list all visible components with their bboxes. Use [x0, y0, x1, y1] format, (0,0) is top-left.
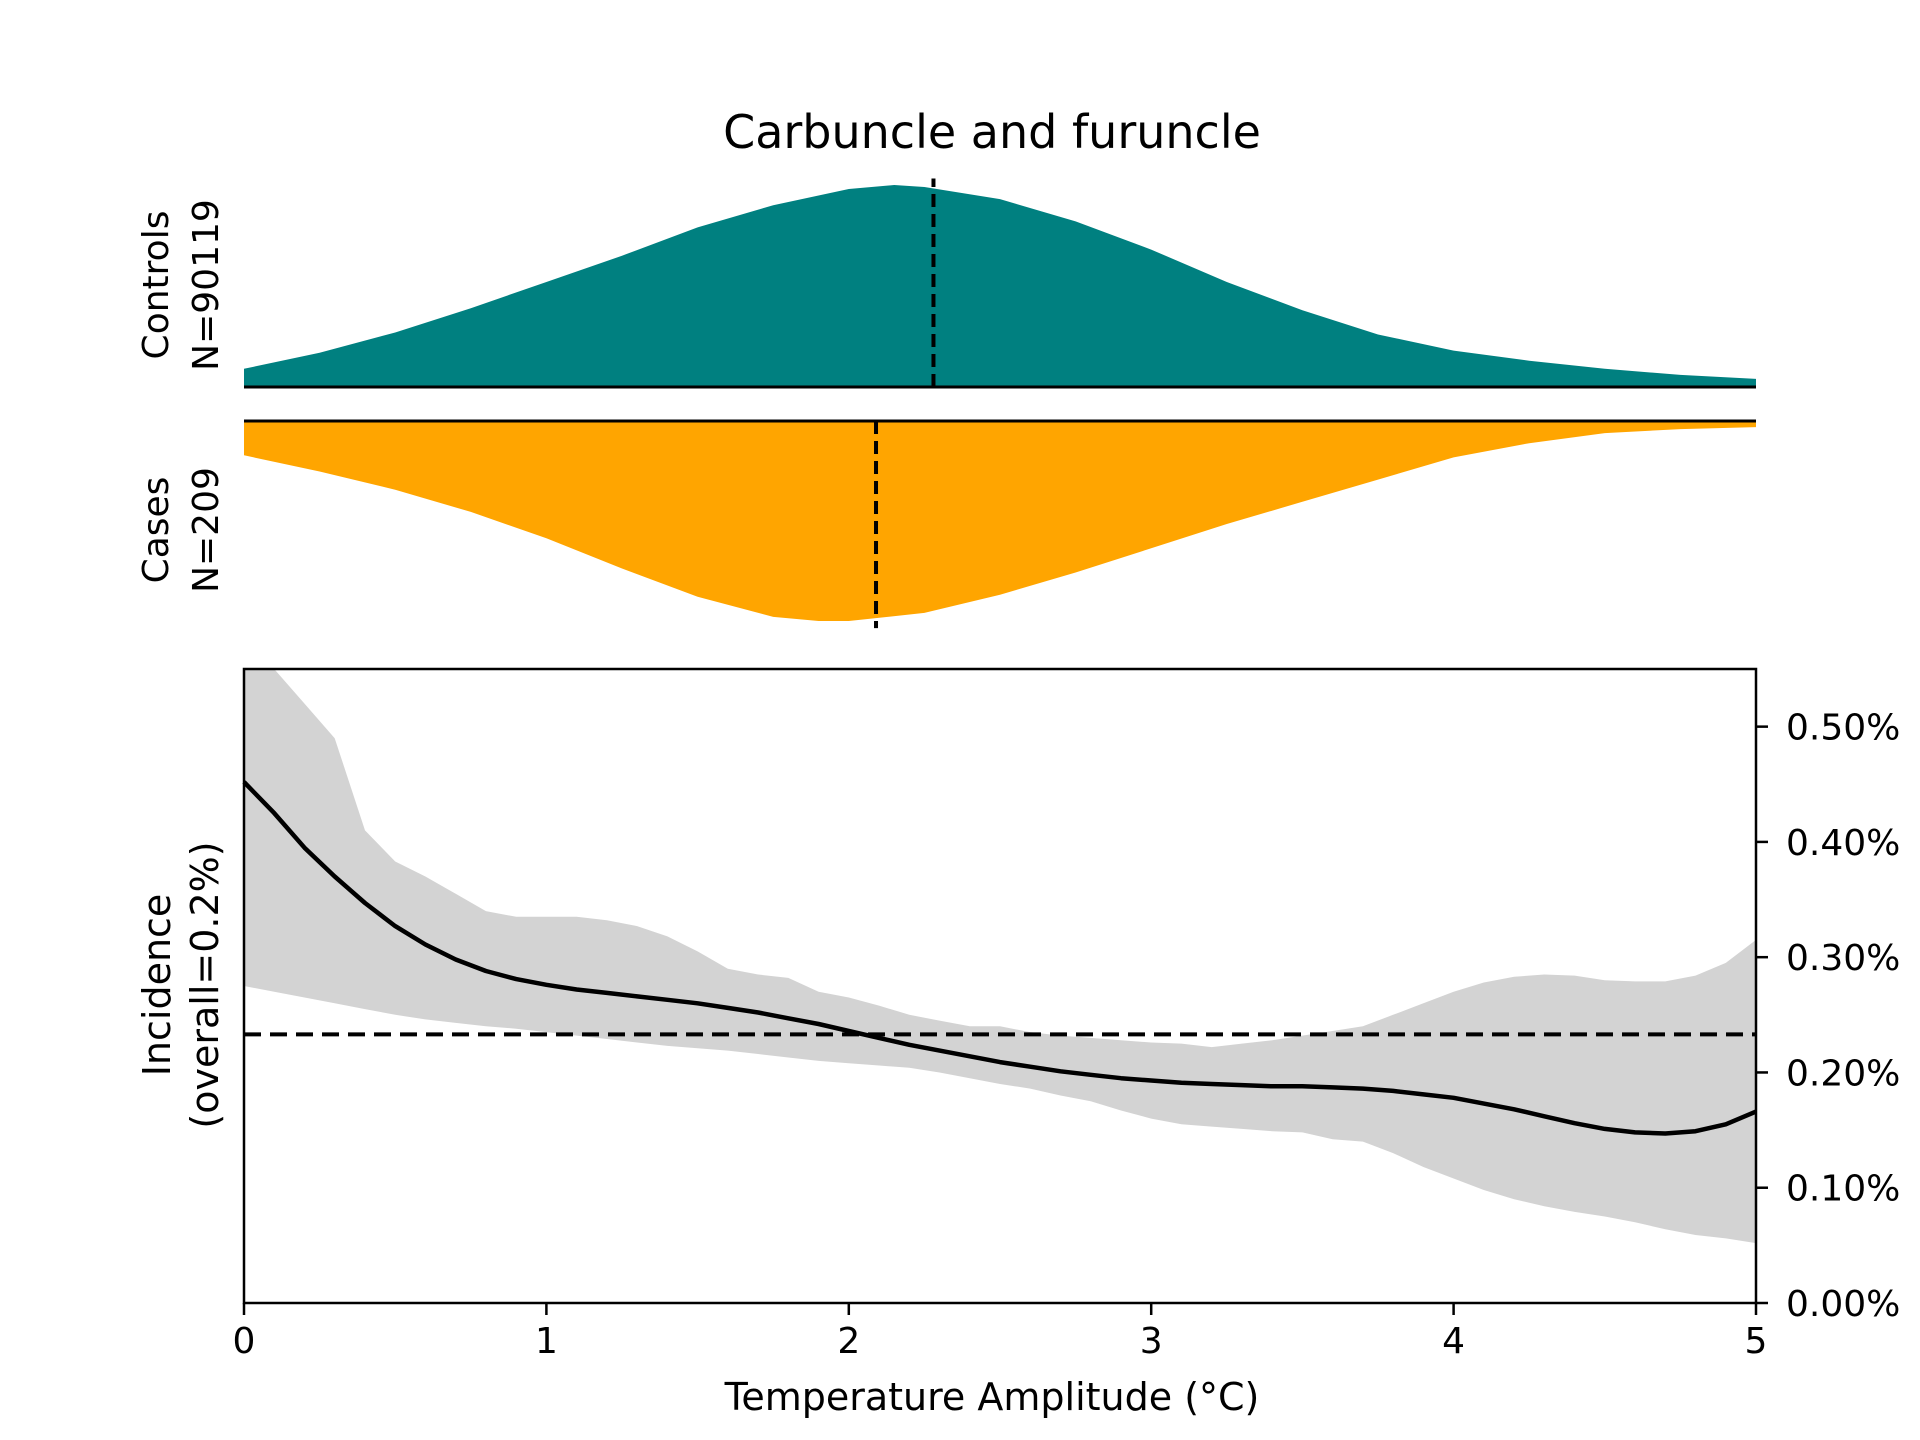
y-tick-label: 0.00%: [1786, 1284, 1900, 1325]
cases-density-area: [244, 421, 1756, 621]
incidence-panel: Incidence (overall=0.2%) 0.00% 0.10% 0.20%…: [135, 667, 1900, 1362]
controls-count-label: N=90119: [186, 199, 227, 371]
y-tick-label: 0.10%: [1786, 1169, 1900, 1210]
confidence-band: [244, 669, 1756, 1244]
y-axis-label: Incidence: [135, 894, 179, 1077]
y-tick-label: 0.40%: [1786, 823, 1900, 864]
controls-density-area: [244, 185, 1756, 387]
controls-label: Controls: [136, 211, 177, 360]
y-axis-label-overall: (overall=0.2%): [183, 841, 227, 1128]
cases-count-label: N=209: [186, 467, 227, 593]
incidence-mean-line: [242, 780, 1757, 1136]
x-tick-label: 3: [1140, 1321, 1163, 1362]
x-tick-label: 4: [1442, 1321, 1465, 1362]
plot-frame: [242, 667, 1758, 1305]
x-tick-label: 5: [1745, 1321, 1768, 1362]
cases-panel: Cases N=209: [136, 419, 1756, 629]
cases-label: Cases: [136, 477, 177, 584]
y-tick-label: 0.50%: [1786, 708, 1900, 749]
x-tick-label: 0: [233, 1321, 256, 1362]
x-tick-label: 2: [837, 1321, 860, 1362]
controls-panel: Controls N=90119: [136, 178, 1756, 389]
y-tick-label: 0.30%: [1786, 938, 1900, 979]
x-axis-label: Temperature Amplitude (°C): [724, 1375, 1260, 1419]
x-tick-label: 1: [535, 1321, 558, 1362]
chart-title: Carbuncle and furuncle: [723, 105, 1261, 159]
y-tick-label: 0.20%: [1786, 1053, 1900, 1094]
